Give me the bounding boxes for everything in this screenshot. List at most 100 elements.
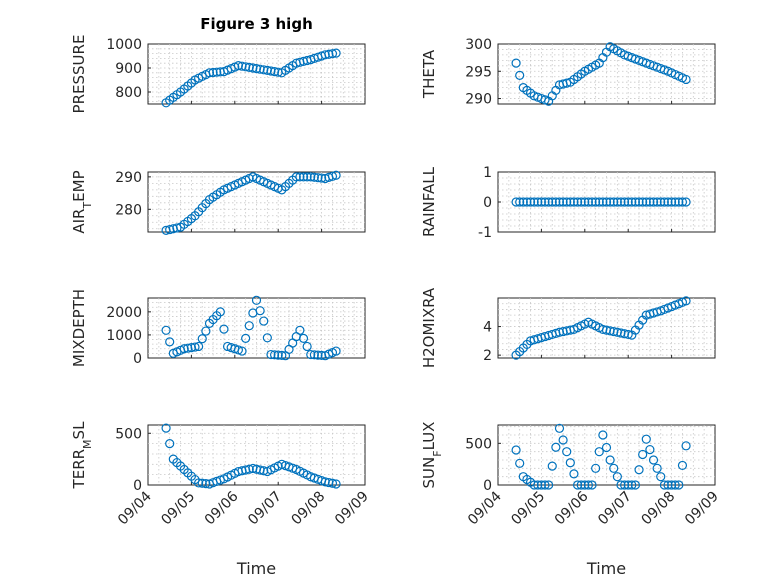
data-point [565, 458, 575, 468]
x-tick-label: 09/05 [158, 489, 198, 529]
data-point [681, 197, 691, 207]
y-label-subscript: F [431, 450, 444, 456]
data-point [331, 479, 341, 489]
y-tick-label: 0 [483, 195, 492, 211]
data-point [172, 223, 182, 233]
subplot-terr-msl: 0 500 TERRMSL [70, 421, 366, 494]
data-point [266, 66, 276, 76]
data-point [266, 349, 276, 360]
data-point [551, 197, 561, 207]
data-point [674, 197, 684, 207]
data-point [656, 197, 666, 207]
data-point [295, 172, 305, 182]
data-point [237, 61, 247, 71]
y-tick-label: 900 [115, 61, 142, 77]
subplot-pressure: 800 900 1000 PRESSURE [70, 35, 366, 113]
data-point [233, 60, 244, 71]
subplot-h2omixra: 2 4 H2OMIXRA [420, 287, 716, 368]
data-point [237, 346, 247, 356]
data-point [529, 480, 539, 490]
data-point [302, 172, 312, 182]
data-point [594, 197, 604, 207]
data-point [255, 64, 265, 74]
data-point [306, 349, 316, 360]
data-point [562, 78, 572, 88]
x-tick-label: 09/04 [465, 488, 505, 528]
data-point [262, 65, 272, 76]
x-tick-label: 09/09 [682, 489, 722, 529]
data-point [248, 63, 258, 73]
data-point [674, 480, 684, 490]
data-point [544, 480, 554, 490]
y-tick-label: 295 [465, 64, 492, 80]
data-point [547, 461, 557, 471]
data-point [652, 197, 662, 207]
data-point [533, 197, 543, 207]
data-point [656, 472, 666, 482]
y-label-subscript: M [81, 439, 94, 449]
data-point [645, 444, 655, 455]
data-point [605, 197, 615, 207]
data-point [515, 197, 525, 207]
data-point [208, 67, 218, 78]
y-axis-label: THETA [420, 49, 438, 99]
y-tick-label: 1000 [106, 328, 142, 344]
y-tick-label: 280 [115, 202, 142, 218]
data-point [241, 333, 251, 343]
data-point [580, 197, 590, 207]
y-label-part: SUN [420, 457, 438, 489]
y-tick-label: -1 [478, 225, 492, 241]
data-point [186, 343, 196, 353]
data-point [562, 447, 572, 457]
data-point [183, 343, 193, 353]
data-point [251, 295, 262, 305]
data-point [659, 197, 669, 207]
y-axis-label: MIXDEPTH [70, 289, 88, 367]
data-point [233, 345, 244, 355]
data-point [269, 350, 280, 360]
y-axis-label: RAINFALL [420, 166, 438, 237]
subplot-theta: 290 295 300 THETA [420, 37, 716, 108]
data-point [331, 346, 341, 356]
data-point [165, 439, 175, 449]
data-point [681, 74, 691, 85]
data-point [612, 472, 622, 482]
data-point [194, 341, 204, 352]
y-label-part: SL [70, 421, 88, 440]
data-point [670, 197, 680, 207]
data-point [320, 50, 330, 60]
data-point [244, 464, 254, 474]
data-point [298, 333, 309, 343]
data-point [648, 455, 659, 465]
data-point [681, 441, 691, 451]
y-axis-label: H2OMIXRA [420, 287, 438, 368]
y-tick-label: 4 [483, 320, 492, 336]
data-point [623, 197, 633, 207]
data-point [598, 430, 608, 440]
data-point [511, 197, 521, 207]
data-point [601, 197, 612, 207]
data-point [251, 63, 262, 74]
data-point [317, 350, 327, 361]
data-point [609, 463, 619, 473]
data-point [277, 350, 287, 361]
y-axis-label: TERRMSL [70, 421, 94, 490]
data-point [269, 66, 280, 77]
y-tick-label: 1 [483, 165, 492, 181]
data-point [623, 480, 633, 490]
data-point [558, 197, 568, 207]
x-tick-label: 09/04 [115, 488, 155, 528]
y-tick-label: 800 [115, 85, 142, 101]
data-point [583, 197, 594, 207]
data-point [295, 325, 305, 335]
data-point [663, 480, 673, 490]
data-point [572, 480, 583, 490]
data-point [554, 423, 565, 433]
x-tick-label: 09/07 [595, 489, 635, 529]
data-point [576, 197, 586, 207]
data-point [327, 171, 338, 181]
data-point [569, 469, 579, 479]
data-point [565, 197, 575, 207]
subplot-mixdepth: 0 1000 2000 MIXDEPTH [70, 289, 366, 367]
data-point [331, 170, 341, 180]
